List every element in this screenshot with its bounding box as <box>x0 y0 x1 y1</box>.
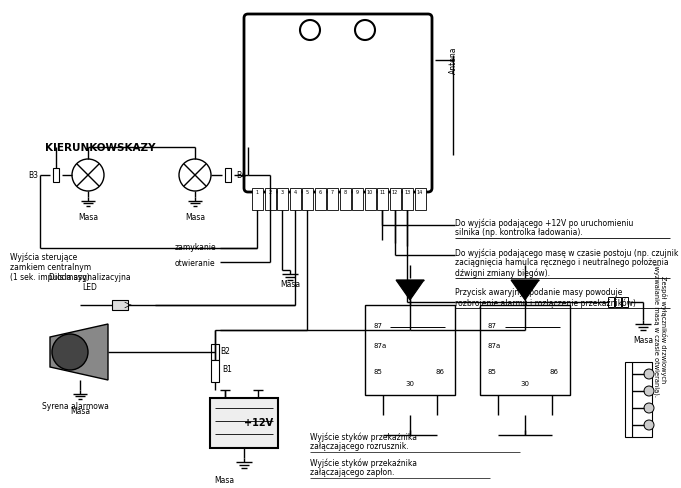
Bar <box>225 168 231 182</box>
Bar <box>364 188 375 210</box>
Text: 10: 10 <box>367 190 373 195</box>
Circle shape <box>72 159 104 191</box>
Circle shape <box>52 334 88 370</box>
Text: 11: 11 <box>379 190 385 195</box>
FancyBboxPatch shape <box>244 14 432 192</box>
Text: 8: 8 <box>343 190 347 195</box>
Bar <box>615 297 621 307</box>
Bar <box>622 297 628 307</box>
Bar <box>112 300 128 310</box>
Text: B2: B2 <box>220 347 230 357</box>
Text: Do wyjścia podającego masę w czasie postoju (np. czujnik: Do wyjścia podającego masę w czasie post… <box>455 248 678 258</box>
Text: Wyjścia sterujące
zamkiem centralnym
(1 sek. impuls masy): Wyjścia sterujące zamkiem centralnym (1 … <box>10 252 91 282</box>
Bar <box>327 188 338 210</box>
Bar <box>365 305 455 395</box>
Text: Wyjście styków przekaźnika: Wyjście styków przekaźnika <box>310 432 417 442</box>
Text: 87: 87 <box>488 323 497 329</box>
Text: 87a: 87a <box>488 343 501 349</box>
Text: Masa: Masa <box>70 407 90 416</box>
Bar <box>480 305 570 395</box>
Bar <box>211 360 219 382</box>
Circle shape <box>644 420 654 430</box>
Text: Masa: Masa <box>78 213 98 222</box>
Bar <box>415 188 426 210</box>
Text: 12: 12 <box>392 190 398 195</box>
Text: załączającego zapłon.: załączającego zapłon. <box>310 468 394 477</box>
Text: rozbrojenie alarmu i rozłączenie przekaźników): rozbrojenie alarmu i rozłączenie przekaź… <box>455 298 636 307</box>
Circle shape <box>644 403 654 413</box>
Text: 14: 14 <box>417 190 423 195</box>
Circle shape <box>355 20 375 40</box>
Polygon shape <box>511 280 539 300</box>
Bar <box>302 188 313 210</box>
Bar <box>352 188 363 210</box>
Bar <box>402 188 413 210</box>
Text: Zespół wyłączników drzwiowych
(wyzwalanie masą w czasie otwierania).: Zespół wyłączników drzwiowych (wyzwalani… <box>653 263 667 397</box>
Text: 7: 7 <box>331 190 334 195</box>
Bar <box>53 168 59 182</box>
Text: Masa: Masa <box>214 476 234 485</box>
Text: KIERUNKOWSKAZY: KIERUNKOWSKAZY <box>45 143 155 153</box>
Text: B1: B1 <box>222 366 232 374</box>
Text: Masa: Masa <box>185 213 205 222</box>
Text: 85: 85 <box>373 369 382 375</box>
Bar <box>252 188 263 210</box>
Text: dźwigni zmiany biegów).: dźwigni zmiany biegów). <box>455 268 550 278</box>
Text: Do wyjścia podającego +12V po uruchomieniu: Do wyjścia podającego +12V po uruchomien… <box>455 218 633 227</box>
Text: 86: 86 <box>550 369 559 375</box>
Text: +12V: +12V <box>244 418 274 428</box>
Polygon shape <box>396 280 424 300</box>
Circle shape <box>300 20 320 40</box>
Text: Masa: Masa <box>280 280 300 289</box>
Bar <box>390 188 400 210</box>
Text: 3: 3 <box>281 190 284 195</box>
Text: silnika (np. kontrolka ładowania).: silnika (np. kontrolka ładowania). <box>455 228 583 237</box>
Text: 86: 86 <box>435 369 444 375</box>
Text: 1: 1 <box>256 190 259 195</box>
Polygon shape <box>50 324 108 380</box>
Text: Przycisk awaryjny (podanie masy powoduje: Przycisk awaryjny (podanie masy powoduje <box>455 288 622 297</box>
Text: Wyjście styków przekaźnika: Wyjście styków przekaźnika <box>310 458 417 468</box>
Circle shape <box>644 369 654 379</box>
Bar <box>289 188 300 210</box>
Text: 30: 30 <box>520 381 529 387</box>
Text: 85: 85 <box>488 369 497 375</box>
Bar <box>211 344 219 360</box>
Text: otwieranie: otwieranie <box>175 259 216 267</box>
Bar <box>264 188 276 210</box>
Bar <box>315 188 326 210</box>
Circle shape <box>644 386 654 396</box>
Bar <box>632 362 652 437</box>
Text: 5: 5 <box>306 190 309 195</box>
Text: Antena: Antena <box>449 46 458 74</box>
Text: 87a: 87a <box>373 343 386 349</box>
Circle shape <box>179 159 211 191</box>
Bar <box>277 188 288 210</box>
Text: załączającego rozrusznik.: załączającego rozrusznik. <box>310 442 409 451</box>
Bar <box>210 398 278 448</box>
Bar <box>608 297 614 307</box>
Bar <box>625 362 632 437</box>
Bar <box>340 188 351 210</box>
Text: 87: 87 <box>373 323 382 329</box>
Text: 13: 13 <box>405 190 411 195</box>
Bar <box>377 188 388 210</box>
Text: Dioda sygnalizacyjna
LED: Dioda sygnalizacyjna LED <box>49 273 131 292</box>
Text: 2: 2 <box>268 190 272 195</box>
Text: Syrena alarmowa: Syrena alarmowa <box>42 402 108 411</box>
Text: zaciągnięcia hamulca ręcznego i neutralnego położenia: zaciągnięcia hamulca ręcznego i neutraln… <box>455 258 669 267</box>
Text: 4: 4 <box>294 190 296 195</box>
Text: B3: B3 <box>28 170 38 180</box>
Text: zamykanie: zamykanie <box>175 244 217 252</box>
Text: B4: B4 <box>236 170 246 180</box>
Text: 6: 6 <box>319 190 321 195</box>
Text: 30: 30 <box>405 381 414 387</box>
Text: 9: 9 <box>356 190 359 195</box>
Text: Masa: Masa <box>633 336 653 345</box>
